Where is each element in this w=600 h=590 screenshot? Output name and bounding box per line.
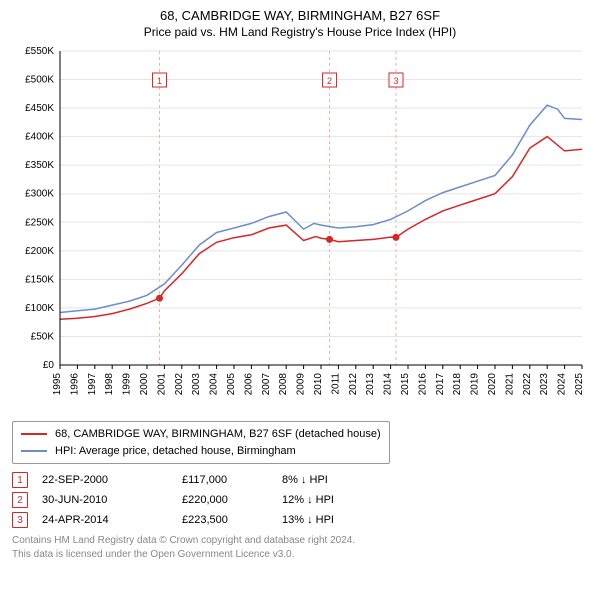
x-tick-label: 2020 bbox=[487, 373, 498, 396]
legend-item: 68, CAMBRIDGE WAY, BIRMINGHAM, B27 6SF (… bbox=[21, 426, 381, 443]
event-marker-dot bbox=[156, 295, 163, 302]
x-tick-label: 2017 bbox=[435, 373, 446, 396]
x-tick-label: 2016 bbox=[417, 373, 428, 396]
event-marker-dot bbox=[392, 234, 399, 241]
event-number-box: 3 bbox=[12, 512, 28, 528]
event-price: £223,500 bbox=[182, 514, 282, 526]
event-number-box: 1 bbox=[12, 472, 28, 488]
x-tick-label: 1996 bbox=[69, 373, 80, 396]
event-price: £117,000 bbox=[182, 474, 282, 486]
y-tick-label: £300K bbox=[25, 189, 54, 200]
event-marker-number: 2 bbox=[327, 76, 332, 86]
x-tick-label: 2019 bbox=[470, 373, 481, 396]
x-tick-label: 2024 bbox=[557, 373, 568, 396]
x-tick-label: 2010 bbox=[313, 373, 324, 396]
footnote-line-1: Contains HM Land Registry data © Crown c… bbox=[12, 534, 588, 548]
event-date: 30-JUN-2010 bbox=[42, 494, 182, 506]
x-tick-label: 1997 bbox=[87, 373, 98, 396]
x-tick-label: 2013 bbox=[365, 373, 376, 396]
x-tick-label: 1998 bbox=[104, 373, 115, 396]
x-tick-label: 2011 bbox=[330, 373, 341, 395]
x-tick-label: 2023 bbox=[539, 373, 550, 396]
y-tick-label: £200K bbox=[25, 246, 54, 257]
y-tick-label: £550K bbox=[25, 46, 54, 57]
event-delta: 8% ↓ HPI bbox=[282, 474, 392, 486]
x-tick-label: 2015 bbox=[400, 373, 411, 396]
legend-swatch bbox=[21, 450, 47, 452]
x-tick-label: 2018 bbox=[452, 373, 463, 396]
line-chart: £0 £50K £100K £150K £200K £250K £300K £350K £400… bbox=[12, 45, 588, 415]
legend-label: HPI: Average price, detached house, Birm… bbox=[55, 443, 296, 460]
footnote: Contains HM Land Registry data © Crown c… bbox=[12, 534, 588, 562]
x-tick-label: 2012 bbox=[348, 373, 359, 396]
x-tick-label: 2025 bbox=[574, 373, 585, 396]
legend-item: HPI: Average price, detached house, Birm… bbox=[21, 443, 381, 460]
x-tick-label: 2022 bbox=[522, 373, 533, 396]
legend-swatch bbox=[21, 433, 47, 435]
y-tick-label: £50K bbox=[31, 331, 55, 342]
event-marker-dot bbox=[326, 236, 333, 243]
event-date: 24-APR-2014 bbox=[42, 514, 182, 526]
x-tick-label: 2021 bbox=[504, 373, 515, 396]
legend: 68, CAMBRIDGE WAY, BIRMINGHAM, B27 6SF (… bbox=[12, 421, 390, 464]
event-row: 2 30-JUN-2010£220,00012% ↓ HPI bbox=[12, 492, 588, 508]
x-tick-label: 1999 bbox=[122, 373, 133, 396]
event-marker-number: 3 bbox=[393, 76, 398, 86]
series-price_paid bbox=[60, 137, 582, 320]
x-tick-label: 2009 bbox=[296, 373, 307, 396]
event-number-box: 2 bbox=[12, 492, 28, 508]
x-tick-label: 1995 bbox=[52, 373, 63, 396]
x-tick-label: 2002 bbox=[174, 373, 185, 396]
x-tick-label: 2005 bbox=[226, 373, 237, 396]
legend-label: 68, CAMBRIDGE WAY, BIRMINGHAM, B27 6SF (… bbox=[55, 426, 381, 443]
event-marker-number: 1 bbox=[157, 76, 162, 86]
y-tick-label: £350K bbox=[25, 160, 54, 171]
event-price: £220,000 bbox=[182, 494, 282, 506]
x-tick-label: 2003 bbox=[191, 373, 202, 396]
x-tick-label: 2006 bbox=[243, 373, 254, 396]
y-tick-label: £500K bbox=[25, 75, 54, 86]
y-tick-label: £250K bbox=[25, 217, 54, 228]
event-row: 3 24-APR-2014£223,50013% ↓ HPI bbox=[12, 512, 588, 528]
x-tick-label: 2004 bbox=[209, 373, 220, 396]
x-tick-label: 2007 bbox=[261, 373, 272, 396]
chart-area: £0 £50K £100K £150K £200K £250K £300K £350K £400… bbox=[12, 45, 588, 415]
x-tick-label: 2001 bbox=[156, 373, 167, 396]
footnote-line-2: This data is licensed under the Open Gov… bbox=[12, 548, 588, 562]
x-tick-label: 2008 bbox=[278, 373, 289, 396]
y-tick-label: £100K bbox=[25, 303, 54, 314]
event-delta: 13% ↓ HPI bbox=[282, 514, 392, 526]
x-tick-label: 2014 bbox=[383, 373, 394, 396]
chart-subtitle: Price paid vs. HM Land Registry's House … bbox=[12, 25, 588, 39]
chart-title: 68, CAMBRIDGE WAY, BIRMINGHAM, B27 6SF bbox=[12, 8, 588, 23]
event-delta: 12% ↓ HPI bbox=[282, 494, 392, 506]
event-row: 1 22-SEP-2000£117,0008% ↓ HPI bbox=[12, 472, 588, 488]
y-tick-label: £150K bbox=[25, 274, 54, 285]
y-tick-label: £450K bbox=[25, 103, 54, 114]
events-table: 1 22-SEP-2000£117,0008% ↓ HPI 2 30-JUN-2010… bbox=[12, 472, 588, 528]
x-tick-label: 2000 bbox=[139, 373, 150, 396]
y-tick-label: £0 bbox=[43, 360, 55, 371]
event-date: 22-SEP-2000 bbox=[42, 474, 182, 486]
y-tick-label: £400K bbox=[25, 132, 54, 143]
